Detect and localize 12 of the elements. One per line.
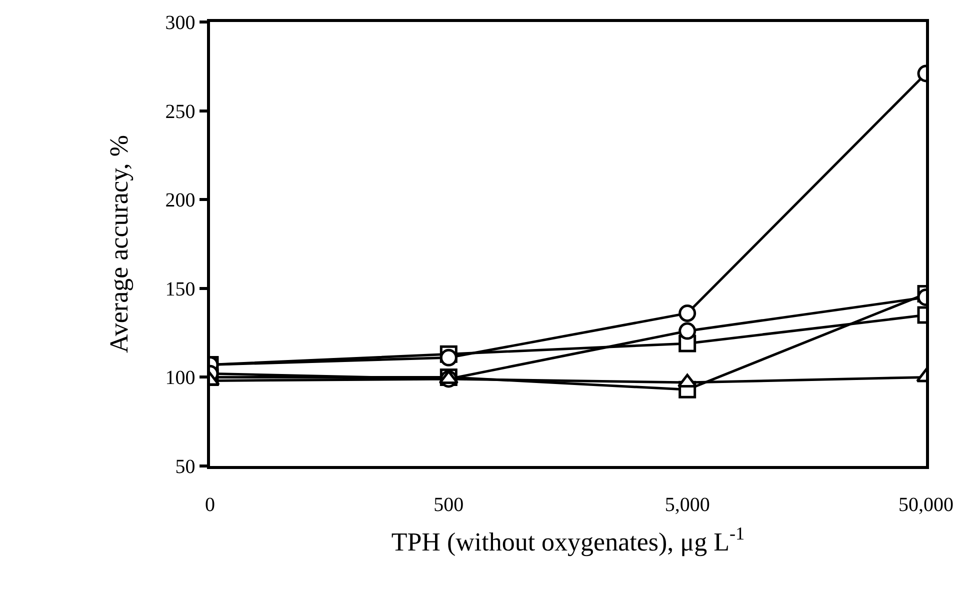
x-tick-label: 50,000	[898, 494, 954, 516]
x-tick-label: 5,000	[664, 494, 710, 516]
y-tick-label: 50	[175, 456, 196, 478]
y-tick-label: 100	[165, 367, 196, 390]
y-tick-label: 300	[165, 12, 196, 34]
y-tick-label: 150	[165, 278, 196, 300]
y-tick-label: 200	[165, 190, 196, 212]
x-tick-label: 0	[205, 494, 215, 516]
x-tick-label: 500	[434, 494, 464, 516]
x-axis-title: TPH (without oxygenates), μg L$^{-1}$	[391, 524, 745, 556]
y-axis-title: Average accuracy, %	[104, 135, 134, 353]
y-tick-label: 250	[165, 100, 196, 123]
